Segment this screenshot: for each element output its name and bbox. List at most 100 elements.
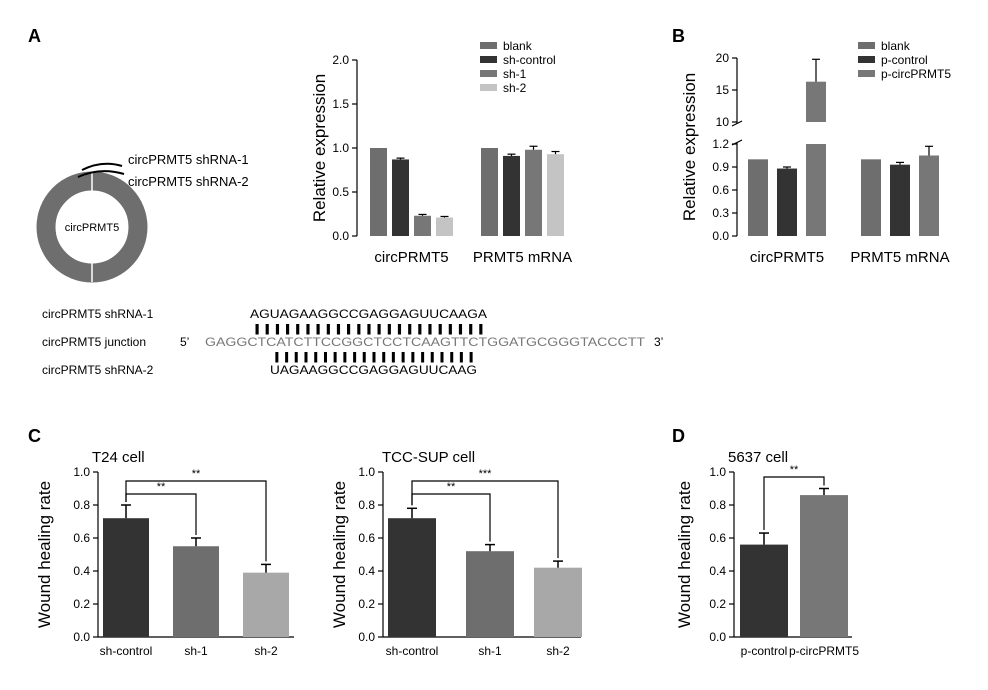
c2-significance-bracket xyxy=(411,480,559,559)
seq-3prime: 3’ xyxy=(654,335,663,349)
b-legend-label: p-control xyxy=(881,53,928,67)
a-y-tick-label: 1.0 xyxy=(332,141,349,155)
d-significance-bracket xyxy=(763,476,825,531)
panel-label-a: A xyxy=(28,26,41,46)
a-legend-label: blank xyxy=(503,39,533,53)
a-y-tick-label: 2.0 xyxy=(332,53,349,67)
c2-x-tick-label: sh-control xyxy=(386,644,439,658)
seq-shrna-2: UAGAAGGCCGAGGAGUUCAAG xyxy=(270,363,477,377)
seq-5prime: 5’ xyxy=(180,335,189,349)
b-x-category-label: circPRMT5 xyxy=(750,249,824,266)
a-y-axis-label: Relative expression xyxy=(310,74,329,222)
c2-y-tick-label: 0.4 xyxy=(358,564,375,578)
c1-y-tick-label: 0.6 xyxy=(73,531,90,545)
d-y-tick-label: 1.0 xyxy=(709,465,726,479)
c2-significance-label: ** xyxy=(447,481,456,493)
a-bar-sh-2 xyxy=(436,217,453,236)
d-significance-label: ** xyxy=(790,464,799,476)
b-legend-label: blank xyxy=(881,39,911,53)
a-bar-sh-1 xyxy=(414,215,431,236)
b-legend-swatch xyxy=(858,42,875,49)
d-y-tick-label: 0.2 xyxy=(709,597,726,611)
a-x-category-label: circPRMT5 xyxy=(374,249,448,266)
c1-x-tick-label: sh-1 xyxy=(184,644,208,658)
a-bar-sh-2 xyxy=(547,154,564,236)
seq-row1-label: circPRMT5 shRNA-1 xyxy=(42,307,154,321)
seq-ticks-2: ||||||||||||||||||||| xyxy=(272,351,476,363)
c2-y-tick-label: 0.6 xyxy=(358,531,375,545)
b-y-tick-label: 0.9 xyxy=(712,160,729,174)
b-y-tick-label: 0.0 xyxy=(712,229,729,243)
c1-y-tick-label: 0.2 xyxy=(73,597,90,611)
d-bar-p-control xyxy=(740,544,788,637)
seq-shrna-1: AGUAGAAGGCCGAGGAGUUCAAGA xyxy=(250,307,487,321)
c2-y-tick-label: 0.0 xyxy=(358,630,375,644)
shrna-1-arc xyxy=(81,162,123,171)
panel-label-d: D xyxy=(672,426,685,446)
a-y-tick-label: 0.0 xyxy=(332,229,349,243)
a-legend-label: sh-control xyxy=(503,53,556,67)
c1-y-tick-label: 0.4 xyxy=(73,564,90,578)
b-axis-break-mark xyxy=(731,120,743,127)
b-bar-p-circPRMT5-lower xyxy=(806,144,826,236)
c1-x-tick-label: sh-2 xyxy=(254,644,278,658)
b-legend-swatch xyxy=(858,56,875,63)
c1-significance-bracket xyxy=(125,480,267,562)
d-x-tick-label: p-control xyxy=(741,644,788,658)
b-y-tick-label: 0.3 xyxy=(712,206,729,220)
a-bar-blank xyxy=(370,148,387,236)
c1-bar-sh-2 xyxy=(243,572,289,637)
b-y-tick-label: 20 xyxy=(716,51,730,65)
a-bar-sh-control xyxy=(392,159,409,236)
c1-significance-label: ** xyxy=(157,481,166,493)
a-y-tick-label: 0.5 xyxy=(332,185,349,199)
d-y-axis-label: Wound healing rate xyxy=(675,481,694,628)
c2-x-tick-label: sh-1 xyxy=(478,644,502,658)
d-y-tick-label: 0.4 xyxy=(709,564,726,578)
seq-junction: GAGGCTCATCTTCCGGCTCCTCAAGTTCTGGATGCGGGTA… xyxy=(205,335,646,349)
a-bar-sh-1 xyxy=(525,149,542,236)
b-bar-blank xyxy=(861,159,881,236)
c1-y-tick-label: 1.0 xyxy=(73,465,90,479)
b-y-axis-label: Relative expression xyxy=(680,73,699,221)
d-y-tick-label: 0.6 xyxy=(709,531,726,545)
b-bar-p-circPRMT5-upper xyxy=(806,81,826,122)
c2-significance-label: *** xyxy=(479,468,493,480)
b-legend-label: p-circPRMT5 xyxy=(881,67,951,81)
b-y-tick-label: 15 xyxy=(716,83,730,97)
a-legend-label: sh-2 xyxy=(503,81,527,95)
a-legend-swatch xyxy=(480,56,497,63)
circrna-ring-diagram: circPRMT5 circPRMT5 shRNA-1 circPRMT5 sh… xyxy=(36,152,249,283)
d-x-tick-label: p-circPRMT5 xyxy=(789,644,859,658)
c2-y-axis-label: Wound healing rate xyxy=(330,481,349,628)
seq-row3-label: circPRMT5 shRNA-2 xyxy=(42,363,154,377)
seq-row2-label: circPRMT5 junction xyxy=(42,335,146,349)
c2-y-tick-label: 1.0 xyxy=(358,465,375,479)
b-x-category-label: PRMT5 mRNA xyxy=(850,249,949,266)
a-legend-swatch xyxy=(480,84,497,91)
a-legend-label: sh-1 xyxy=(503,67,527,81)
c2-y-tick-label: 0.8 xyxy=(358,498,375,512)
seq-ticks-1: ||||||||||||||||||||||| xyxy=(252,323,486,335)
c1-chart-title: T24 cell xyxy=(92,449,145,466)
panel-label-b: B xyxy=(672,26,685,46)
a-y-tick-label: 1.5 xyxy=(332,97,349,111)
c2-chart-title: TCC-SUP cell xyxy=(382,449,475,466)
a-x-category-label: PRMT5 mRNA xyxy=(473,249,572,266)
b-bar-blank xyxy=(748,159,768,236)
c2-x-tick-label: sh-2 xyxy=(546,644,570,658)
a-bar-blank xyxy=(481,148,498,236)
ring-center-label: circPRMT5 xyxy=(65,222,119,234)
b-bar-p-control xyxy=(890,164,910,236)
b-bar-p-circPRMT5 xyxy=(919,155,939,236)
c1-y-tick-label: 0.0 xyxy=(73,630,90,644)
a-bar-sh-control xyxy=(503,155,520,236)
d-bar-p-circPRMT5 xyxy=(800,495,848,637)
c1-significance-label: ** xyxy=(192,468,201,480)
c2-y-tick-label: 0.2 xyxy=(358,597,375,611)
sequence-alignment: circPRMT5 shRNA-1 AGUAGAAGGCCGAGGAGUUCAA… xyxy=(42,307,663,377)
ring-shrna-2-label: circPRMT5 shRNA-2 xyxy=(128,174,249,189)
shrna-2-arc xyxy=(77,170,125,178)
